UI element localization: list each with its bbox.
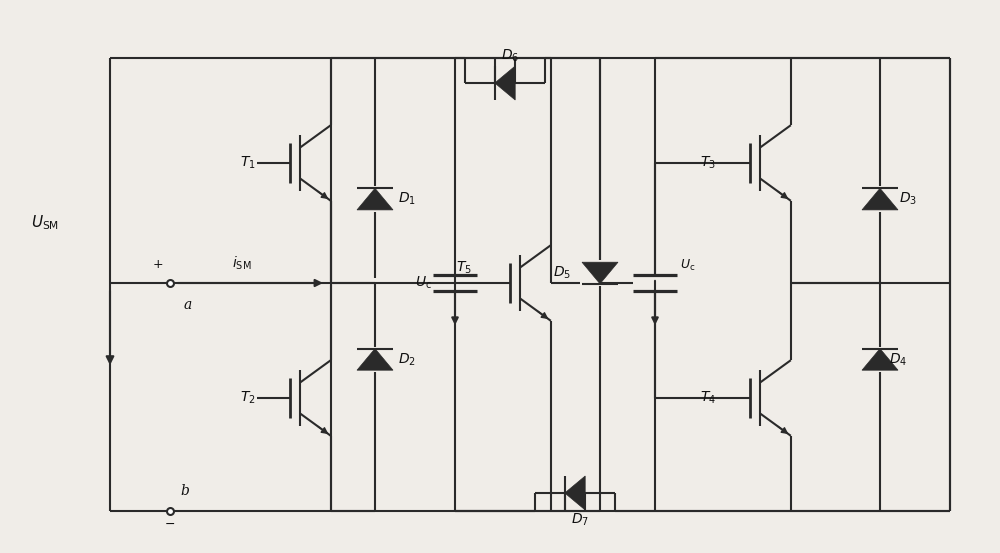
Text: $T_2$: $T_2$ <box>240 390 256 406</box>
Text: $D_5$: $D_5$ <box>553 265 571 281</box>
Text: $U_{\rm c}$: $U_{\rm c}$ <box>415 275 431 291</box>
Text: $+$: $+$ <box>152 258 164 272</box>
Text: $D_6$: $D_6$ <box>501 48 519 64</box>
Text: $U_{\rm c}$: $U_{\rm c}$ <box>680 258 696 273</box>
Text: $T_5$: $T_5$ <box>456 260 472 276</box>
Polygon shape <box>565 476 585 510</box>
Text: b: b <box>181 484 189 498</box>
Text: $-$: $-$ <box>164 517 176 530</box>
Text: $T_4$: $T_4$ <box>700 390 716 406</box>
Polygon shape <box>582 262 618 284</box>
Text: $T_3$: $T_3$ <box>700 155 716 171</box>
Text: $i_{\rm SM}$: $i_{\rm SM}$ <box>232 254 252 272</box>
Text: $D_2$: $D_2$ <box>398 351 416 368</box>
Text: $D_4$: $D_4$ <box>889 351 907 368</box>
Text: $T_1$: $T_1$ <box>240 155 256 171</box>
Polygon shape <box>357 348 393 370</box>
Text: $D_7$: $D_7$ <box>571 512 589 528</box>
Text: $D_3$: $D_3$ <box>899 191 917 207</box>
Text: $U_{\rm SM}$: $U_{\rm SM}$ <box>31 213 59 232</box>
Polygon shape <box>357 189 393 210</box>
Text: a: a <box>184 298 192 312</box>
Polygon shape <box>862 189 898 210</box>
Polygon shape <box>862 348 898 370</box>
Text: $D_1$: $D_1$ <box>398 191 416 207</box>
Polygon shape <box>495 66 515 100</box>
